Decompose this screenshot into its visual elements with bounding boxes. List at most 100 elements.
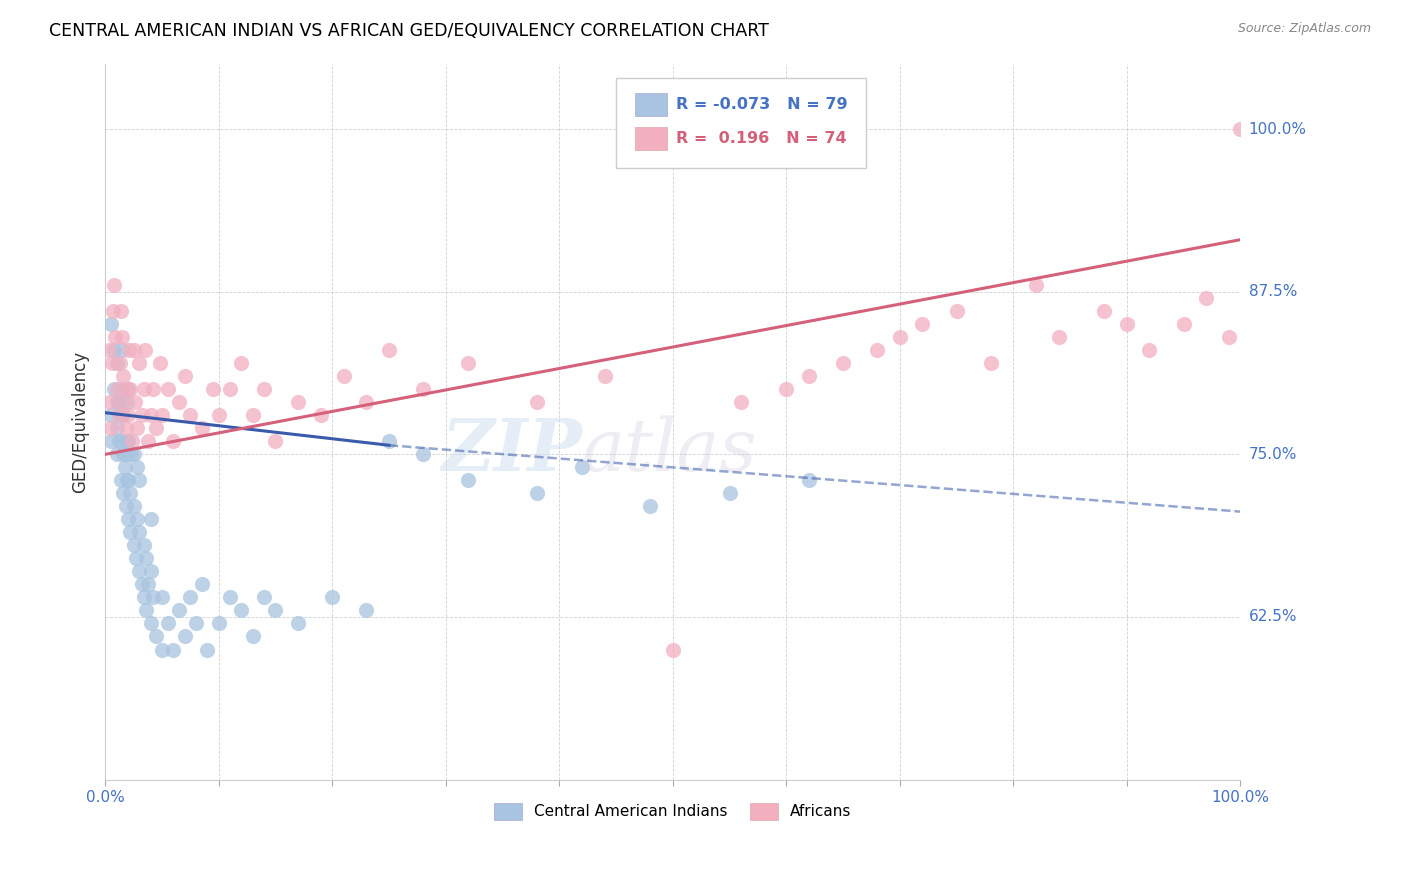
Point [1092,304,1115,318]
Point [1139,343,1161,358]
Point [117,512,139,526]
Point [173,369,195,384]
Point [118,343,141,358]
Point [287,395,309,409]
Point [124,395,146,409]
Point [101,356,124,370]
Point [111,343,134,358]
Point [125,460,148,475]
Point [866,343,889,358]
FancyBboxPatch shape [616,78,866,168]
Point [117,382,139,396]
Point [730,395,752,409]
Text: R = -0.073   N = 79: R = -0.073 N = 79 [676,97,848,112]
Point [132,538,155,552]
Point [110,474,132,488]
Point [108,395,131,409]
Point [98,395,121,409]
Point [179,591,201,605]
Point [112,369,135,384]
Point [167,603,190,617]
Point [242,630,264,644]
Point [1218,330,1240,344]
Point [195,642,218,657]
Point [120,382,142,396]
FancyBboxPatch shape [636,127,666,150]
Point [132,382,155,396]
Point [100,318,122,332]
Point [162,434,184,449]
Point [1173,318,1195,332]
Point [111,395,134,409]
Point [120,525,142,540]
Point [356,395,378,409]
Point [412,447,434,461]
Point [219,591,242,605]
Point [110,304,132,318]
Point [378,434,401,449]
Point [134,343,156,358]
FancyBboxPatch shape [636,94,666,116]
Point [309,409,332,423]
Point [457,356,479,370]
Point [179,409,201,423]
Point [103,278,125,293]
Point [103,343,125,358]
Point [142,382,165,396]
Point [253,382,276,396]
Point [125,512,148,526]
Point [242,409,264,423]
Point [1229,122,1251,136]
Text: CENTRAL AMERICAN INDIAN VS AFRICAN GED/EQUIVALENCY CORRELATION CHART: CENTRAL AMERICAN INDIAN VS AFRICAN GED/E… [49,22,769,40]
Point [150,591,173,605]
Text: ZIP: ZIP [441,415,582,486]
Point [231,356,253,370]
Point [114,447,136,461]
Point [117,474,139,488]
Text: 100.0%: 100.0% [1249,121,1306,136]
Point [142,591,165,605]
Point [253,591,276,605]
Point [457,474,479,488]
Legend: Central American Indians, Africans: Central American Indians, Africans [488,797,858,826]
Point [100,421,122,435]
Text: 87.5%: 87.5% [1249,285,1296,299]
Point [184,616,207,631]
Point [128,525,150,540]
Point [593,369,616,384]
Point [571,460,593,475]
Point [1025,278,1047,293]
Point [156,616,179,631]
Point [115,382,138,396]
Point [115,434,138,449]
Point [264,434,287,449]
Point [638,500,661,514]
Point [105,447,128,461]
Point [208,616,231,631]
Point [145,421,167,435]
Point [202,382,225,396]
Point [128,565,150,579]
Point [104,330,127,344]
Point [889,330,911,344]
Point [526,395,548,409]
Point [112,409,135,423]
Point [980,356,1002,370]
Point [115,474,138,488]
Point [162,642,184,657]
Point [117,409,139,423]
Point [378,343,401,358]
Point [135,551,157,566]
Point [111,409,134,423]
Point [114,500,136,514]
Point [117,434,139,449]
Point [1195,291,1218,305]
Point [797,369,820,384]
Text: atlas: atlas [582,415,758,486]
Point [139,565,162,579]
Point [1047,330,1070,344]
Point [139,512,162,526]
Point [219,382,242,396]
Point [122,447,145,461]
Point [125,421,148,435]
